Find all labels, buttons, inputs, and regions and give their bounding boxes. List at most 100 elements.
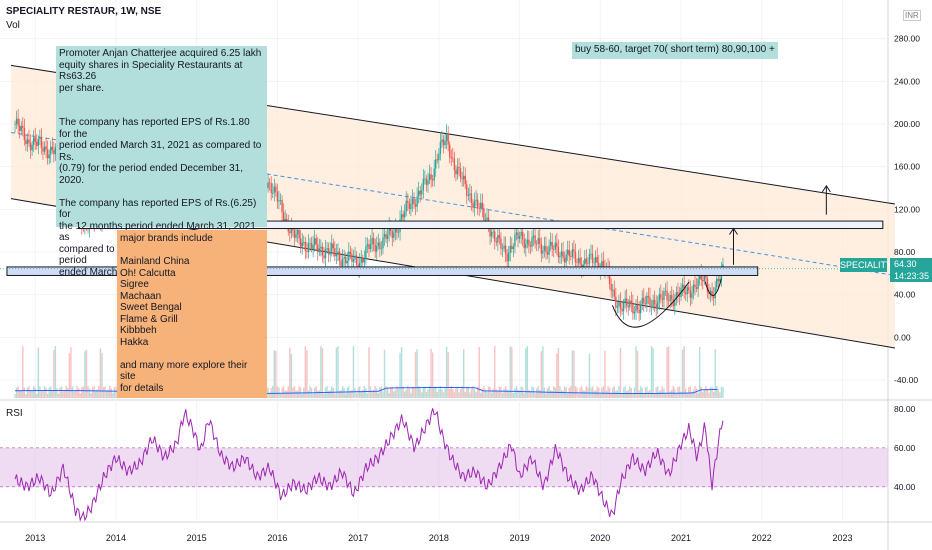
volume-bar <box>521 387 524 398</box>
candle-body <box>672 299 674 307</box>
candle-body <box>445 133 448 142</box>
volume-bar <box>329 390 331 398</box>
volume-bar <box>76 386 78 398</box>
volume-bar <box>358 386 361 398</box>
candle-body <box>435 159 437 169</box>
volume-bar <box>391 386 393 398</box>
volume-bar <box>405 389 407 398</box>
volume-bar <box>580 386 583 398</box>
candle-body <box>633 311 636 314</box>
volume-bar <box>657 386 659 398</box>
volume-bar <box>79 393 81 398</box>
candle-body <box>26 139 29 144</box>
candle-body <box>532 235 535 238</box>
volume-bar <box>675 392 678 398</box>
candle-body <box>681 284 684 288</box>
volume-bar <box>495 389 497 398</box>
volume-bar <box>591 386 594 398</box>
candle-body <box>267 182 269 189</box>
volume-bar <box>366 393 369 398</box>
rsi-tick-label: 80.00 <box>894 404 916 414</box>
candle-body <box>489 228 491 237</box>
price-tick-label: 240.00 <box>894 76 920 86</box>
candle-body <box>380 248 383 250</box>
time-tick-label: 2022 <box>752 533 772 543</box>
volume-bar <box>473 389 476 398</box>
volume-bar <box>115 386 117 398</box>
candle-body <box>450 157 452 159</box>
volume-bar <box>666 347 668 398</box>
candle-body <box>317 244 319 253</box>
volume-bar <box>483 386 485 398</box>
volume-bar <box>37 347 40 398</box>
candle-body <box>360 257 362 263</box>
candle-body <box>612 289 614 291</box>
volume-bar <box>525 348 527 398</box>
candle-body <box>281 200 283 213</box>
volume-bar <box>424 386 426 398</box>
volume-label: Vol <box>6 20 20 31</box>
volume-bar <box>615 390 617 398</box>
volume-bar <box>23 387 26 398</box>
volume-bar <box>712 391 715 398</box>
volume-bar <box>29 390 32 398</box>
candle-body <box>529 245 532 247</box>
candle-body <box>290 226 293 234</box>
volume-bar <box>400 347 403 398</box>
volume-bar <box>17 386 19 398</box>
candle-body <box>326 248 328 250</box>
volume-bar <box>64 389 66 398</box>
candle-body <box>37 139 40 146</box>
volume-bar <box>709 386 712 398</box>
candle-body <box>20 125 22 131</box>
volume-bar <box>363 386 366 398</box>
candle-body <box>626 298 628 306</box>
candle-body <box>296 229 299 235</box>
candle-body <box>596 256 598 263</box>
volume-bar <box>703 389 706 398</box>
candle-body <box>610 284 612 291</box>
volume-bar <box>618 386 620 398</box>
candle-body <box>393 232 395 238</box>
volume-bar <box>478 346 480 398</box>
candle-body <box>363 258 366 263</box>
candle-body <box>470 193 473 204</box>
candle-body <box>424 178 426 180</box>
volume-bar <box>584 390 586 398</box>
candle-body <box>39 137 41 140</box>
candle-body <box>382 237 384 249</box>
volume-bar <box>289 347 291 398</box>
candle-body <box>466 184 468 196</box>
candle-body <box>462 175 465 180</box>
volume-bar <box>517 389 519 398</box>
candle-body <box>53 150 55 155</box>
volume-bar <box>351 390 353 398</box>
candle-body <box>334 248 336 257</box>
volume-bar <box>85 349 88 398</box>
candle-body <box>335 253 338 257</box>
price-tick-label: 40.00 <box>894 290 916 300</box>
volume-bar <box>621 393 623 398</box>
candle-body <box>386 234 389 240</box>
candle-body <box>636 305 639 310</box>
volume-bar <box>26 387 29 398</box>
volume-bar <box>57 393 60 398</box>
candle-body <box>652 299 654 307</box>
candle-body <box>34 137 36 142</box>
candle-body <box>40 137 43 149</box>
volume-bar <box>295 390 297 398</box>
volume-bar <box>48 387 50 398</box>
volume-bar <box>365 388 367 398</box>
candle-body <box>51 146 53 151</box>
candle-body <box>484 219 487 221</box>
volume-bar <box>652 348 654 398</box>
candle-body <box>391 230 393 238</box>
candle-body <box>286 218 288 221</box>
volume-bar <box>560 390 563 398</box>
volume-bar <box>441 388 443 398</box>
candle-body <box>475 199 477 201</box>
volume-bar <box>445 346 448 398</box>
candle-body <box>299 238 302 247</box>
candle-body <box>22 125 24 128</box>
volume-bar <box>334 393 336 398</box>
